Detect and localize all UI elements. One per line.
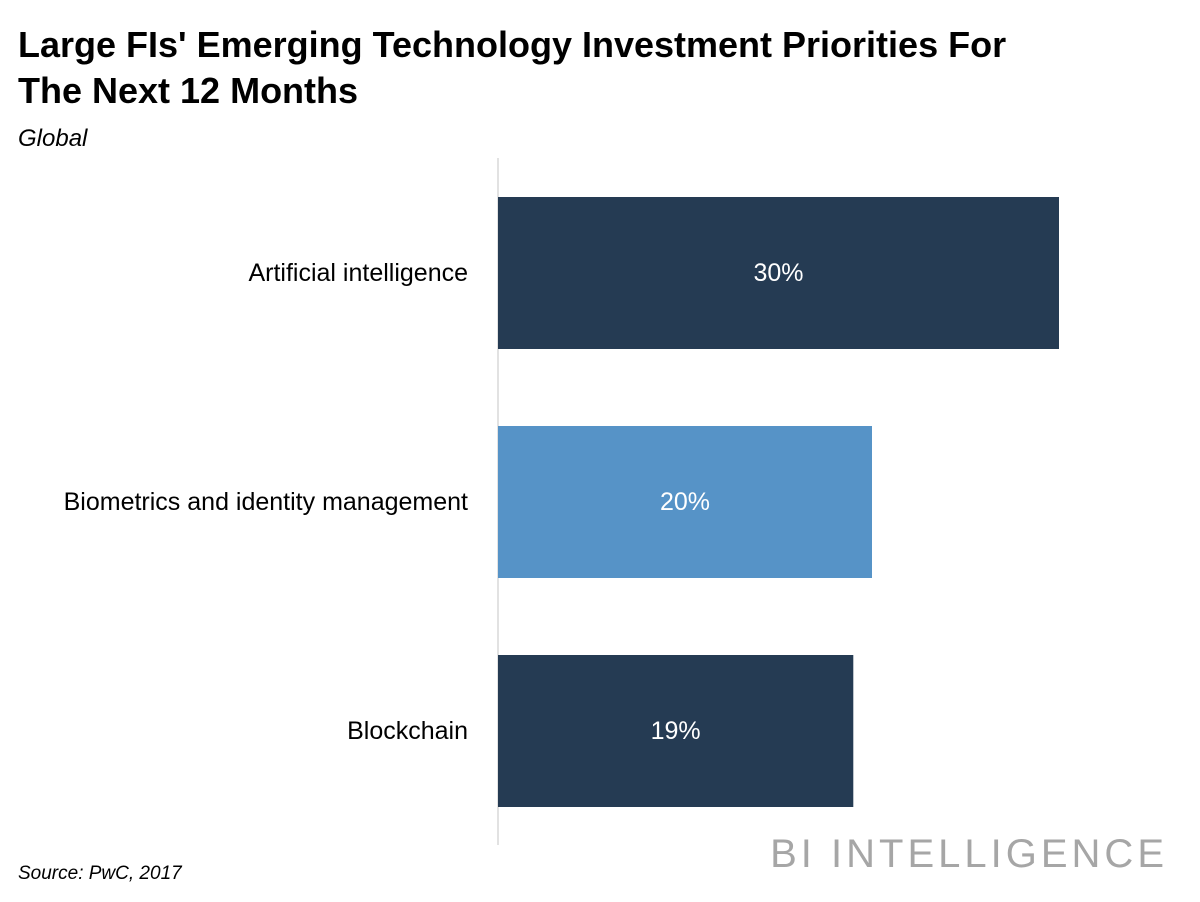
bar-2 <box>498 426 872 578</box>
source-note: Source: PwC, 2017 <box>18 863 182 884</box>
bar-3 <box>498 655 854 807</box>
category-label-3: Blockchain <box>347 717 468 745</box>
chart-title: Large FIs' Emerging Technology Investmen… <box>18 24 1007 111</box>
category-label-1: Artificial intelligence <box>248 259 468 287</box>
bar-1 <box>498 197 1059 349</box>
brand-logo: BI INTELLIGENCE <box>770 832 1168 876</box>
data-label-3: 19% <box>651 717 701 745</box>
data-label-2: 20% <box>660 488 710 516</box>
data-label-1: 30% <box>753 259 803 287</box>
category-label-2: Biometrics and identity management <box>64 488 468 516</box>
chart-subtitle: Global <box>18 125 88 152</box>
